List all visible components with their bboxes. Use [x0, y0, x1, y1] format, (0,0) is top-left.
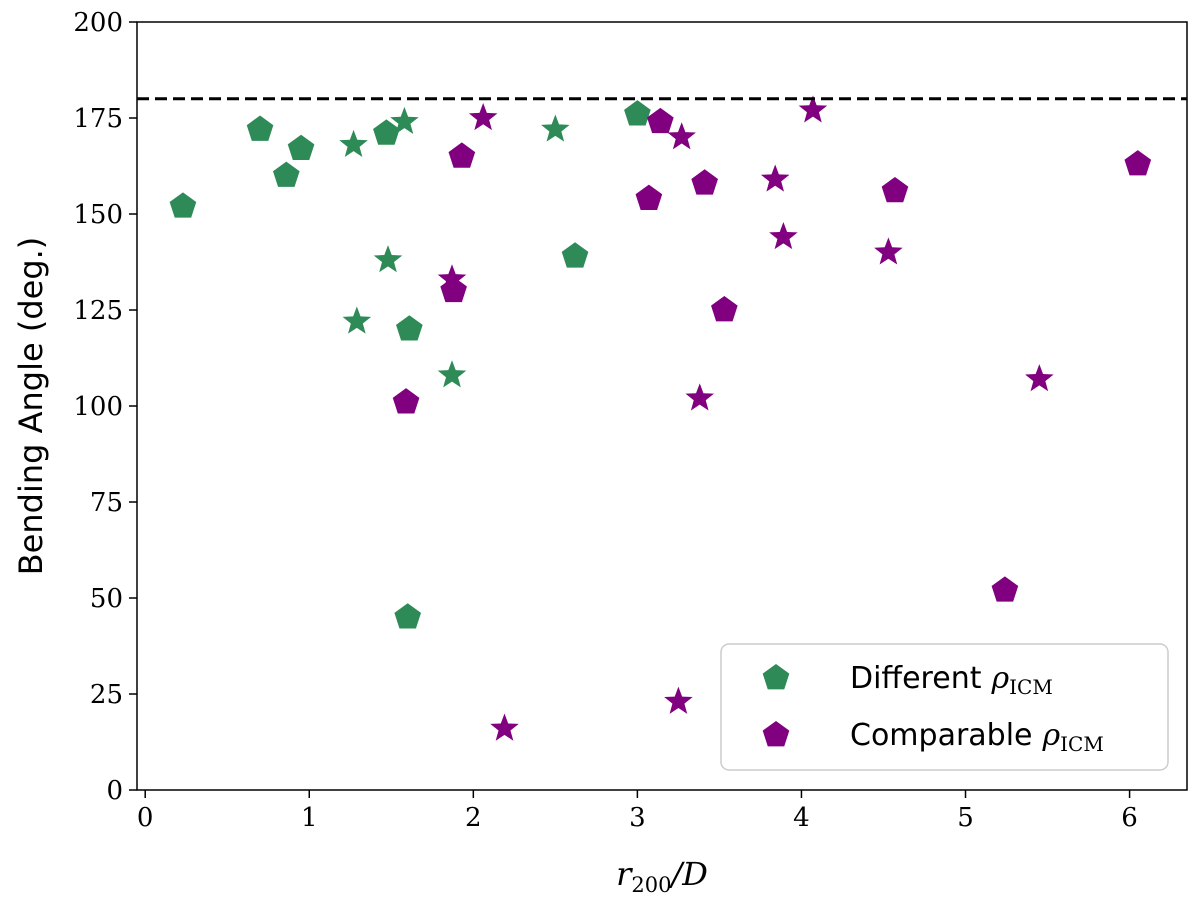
point-star-different	[437, 360, 467, 388]
x-tick-label: 5	[957, 803, 974, 833]
data-marks	[169, 95, 1152, 741]
point-pentagon-comparable	[691, 169, 718, 195]
point-pentagon-comparable	[392, 388, 420, 414]
legend-pentagon-icon	[762, 721, 790, 747]
y-tick-label: 150	[73, 200, 123, 230]
y-tick-label: 50	[90, 584, 123, 614]
x-axis-label: r200/D	[616, 855, 708, 897]
point-pentagon-comparable	[1124, 150, 1152, 176]
point-pentagon-comparable	[991, 576, 1019, 602]
point-pentagon-different	[272, 161, 300, 187]
legend-pentagon-icon	[762, 664, 790, 690]
x-tick-label: 6	[1121, 803, 1138, 833]
point-pentagon-different	[561, 242, 589, 268]
legend-box	[720, 643, 1169, 771]
x-axis-label-base: r	[616, 855, 633, 893]
point-star-comparable	[760, 164, 790, 192]
point-star-comparable	[769, 222, 798, 250]
x-tick-label: 1	[301, 803, 318, 833]
axis-ticks: 0 1 2 3 4 5 6 0 25 50 75 100 125 150 175 200	[73, 8, 1137, 833]
point-pentagon-comparable	[448, 142, 476, 168]
y-tick-label: 75	[90, 488, 123, 518]
x-tick-label: 2	[465, 803, 482, 833]
legend-label-different: Different	[850, 661, 982, 696]
point-star-different	[339, 129, 368, 158]
point-pentagon-different	[624, 100, 651, 126]
point-star-comparable	[874, 237, 903, 265]
legend-marker-different	[762, 664, 790, 690]
point-pentagon-comparable	[881, 176, 909, 203]
y-tick-label: 0	[106, 776, 123, 806]
point-star-different	[541, 114, 570, 142]
point-pentagon-comparable	[711, 296, 738, 322]
point-star-comparable	[437, 264, 467, 292]
point-star-comparable	[798, 95, 828, 123]
point-star-comparable	[667, 122, 696, 150]
y-tick-label: 25	[90, 680, 123, 710]
y-tick-label: 125	[73, 296, 123, 326]
point-pentagon-different	[396, 315, 423, 341]
point-pentagon-comparable	[647, 107, 674, 134]
legend-sub-comparable: ICM	[1060, 732, 1104, 756]
x-tick-label: 4	[793, 803, 810, 833]
point-pentagon-different	[169, 192, 197, 218]
point-star-comparable	[468, 103, 498, 131]
y-tick-label: 175	[73, 104, 123, 134]
y-axis-label: Bending Angle (deg.)	[12, 237, 50, 576]
point-star-comparable	[1025, 364, 1054, 392]
y-tick-label: 100	[73, 392, 123, 422]
point-star-different	[390, 106, 419, 134]
y-tick-label: 200	[73, 8, 123, 38]
legend-entry-comparable: Comparable ρICM	[850, 718, 1104, 756]
legend: Different ρICM Comparable ρICM	[720, 643, 1169, 771]
x-axis-label-suffix: /D	[668, 855, 707, 893]
legend-sub-different: ICM	[1009, 675, 1053, 699]
point-pentagon-different	[394, 603, 422, 629]
point-star-different	[373, 245, 403, 273]
legend-marker-comparable	[762, 721, 790, 747]
legend-label-comparable: Comparable	[850, 718, 1033, 753]
legend-symbol-different: ρ	[990, 661, 1009, 696]
point-star-comparable	[490, 713, 519, 741]
point-pentagon-comparable	[635, 184, 663, 210]
x-tick-label: 0	[137, 803, 154, 833]
legend-entry-different: Different ρICM	[850, 661, 1053, 699]
x-tick-label: 3	[629, 803, 646, 833]
point-pentagon-different	[373, 119, 400, 145]
point-star-comparable	[685, 383, 714, 411]
point-star-comparable	[664, 686, 693, 714]
point-pentagon-different	[287, 134, 315, 161]
legend-symbol-comparable: ρ	[1042, 718, 1061, 753]
point-star-different	[342, 306, 372, 334]
x-axis-label-sub: 200	[631, 873, 671, 897]
point-pentagon-different	[246, 115, 274, 141]
